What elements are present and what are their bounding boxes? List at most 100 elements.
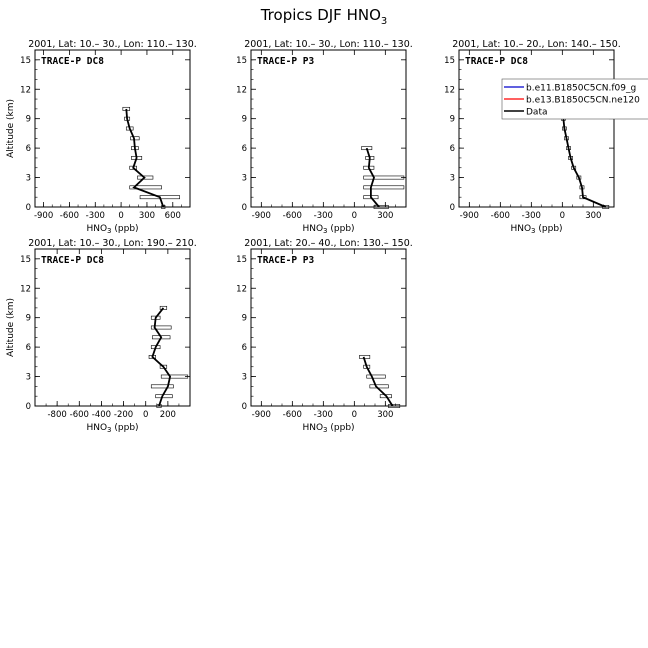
error-bar <box>388 404 401 408</box>
x-tick-label: 300 <box>585 211 601 221</box>
panel-header: 2001, Lat: 20.– 40., Lon: 130.– 150. <box>244 238 413 249</box>
figure-title: Tropics DJF HNO3 <box>0 6 648 27</box>
y-tick-label: 9 <box>242 314 247 324</box>
error-bar <box>366 374 386 379</box>
x-tick-label: -300 <box>314 410 333 420</box>
x-tick-label: -600 <box>60 211 79 221</box>
legend-label: b.e11.B1850C5CN.f09_g <box>526 84 636 94</box>
y-tick-label: 15 <box>444 56 455 66</box>
chart-panel-2: 2001, Lat: 10.– 30., Lon: 110.– 130. TRAC… <box>236 39 413 235</box>
plot-frame <box>34 49 191 208</box>
x-tick-label: 0 <box>352 211 357 221</box>
y-axis-label: Altitude (km) <box>6 99 16 158</box>
legend-label: Data <box>526 108 548 118</box>
y-tick-label: 12 <box>236 284 247 294</box>
error-bar <box>150 384 174 389</box>
error-bar <box>150 325 172 330</box>
x-tick-label: 600 <box>165 211 181 221</box>
data-line <box>125 108 165 208</box>
x-tick-label: -900 <box>252 211 271 221</box>
x-tick-label: 0 <box>118 211 123 221</box>
panel-header: 2001, Lat: 10.– 30., Lon: 110.– 130. <box>244 39 413 50</box>
y-tick-label: 15 <box>236 56 247 66</box>
error-bar <box>363 175 405 180</box>
panel-header: 2001, Lat: 10.– 30., Lon: 190.– 210. <box>28 238 197 249</box>
legend: b.e11.B1850C5CN.f09_g b.e13.B1850C5CN.ne1… <box>501 78 648 120</box>
y-tick-label: 3 <box>26 373 31 383</box>
x-tick-label: -600 <box>283 211 302 221</box>
panel-header: 2001, Lat: 10.– 30., Lon: 110.– 130. <box>28 39 197 50</box>
y-tick-label: 0 <box>26 402 31 412</box>
x-tick-label: -400 <box>92 410 111 420</box>
y-tick-label: 3 <box>242 373 247 383</box>
y-tick-label: 3 <box>450 174 455 184</box>
x-tick-label: -900 <box>252 410 271 420</box>
y-tick-label: 3 <box>242 174 247 184</box>
x-axis-label: HNO3 (ppb) <box>86 224 138 235</box>
plot-frame <box>458 49 615 208</box>
x-tick-label: -600 <box>491 211 510 221</box>
x-tick-label: -900 <box>34 211 53 221</box>
error-bar <box>602 205 610 209</box>
data-line <box>365 147 380 208</box>
campaign-label: TRACE-P P3 <box>257 255 314 266</box>
y-tick-label: 12 <box>236 85 247 95</box>
y-tick-label: 15 <box>20 255 31 265</box>
error-bar <box>160 374 189 379</box>
data-line <box>562 108 607 208</box>
plot-frame <box>250 49 407 208</box>
x-tick-label: 300 <box>377 211 393 221</box>
data-line <box>151 307 172 407</box>
y-tick-label: 0 <box>26 203 31 213</box>
y-tick-label: 6 <box>26 144 31 154</box>
y-tick-label: 15 <box>20 56 31 66</box>
panel-header: 2001, Lat: 10.– 20., Lon: 140.– 150. <box>452 39 621 50</box>
x-tick-label: 0 <box>352 410 357 420</box>
x-tick-label: -600 <box>70 410 89 420</box>
error-bar <box>129 185 162 190</box>
y-tick-label: 0 <box>450 203 455 213</box>
y-tick-label: 12 <box>444 85 455 95</box>
error-bar <box>363 185 405 190</box>
plot-frame <box>250 248 407 407</box>
plot-frame <box>34 248 191 407</box>
x-tick-label: 300 <box>139 211 155 221</box>
error-bar <box>373 205 389 209</box>
x-tick-label: -200 <box>114 410 133 420</box>
x-tick-label: 300 <box>377 410 393 420</box>
y-tick-label: 0 <box>242 402 247 412</box>
chart-panel-3: 2001, Lat: 10.– 20., Lon: 140.– 150. TRAC… <box>444 39 648 235</box>
data-line <box>362 356 394 407</box>
y-tick-label: 6 <box>242 144 247 154</box>
chart-panel-5: 2001, Lat: 20.– 40., Lon: 130.– 150. TRAC… <box>236 238 413 434</box>
figure-title-subscript: 3 <box>380 16 388 27</box>
campaign-label: TRACE-P DC8 <box>41 56 104 67</box>
chart-panel-4: 2001, Lat: 10.– 30., Lon: 190.– 210. TRAC… <box>6 238 197 434</box>
x-tick-label: -300 <box>522 211 541 221</box>
y-tick-label: 9 <box>26 115 31 125</box>
y-tick-label: 6 <box>242 343 247 353</box>
error-bar <box>369 384 389 389</box>
x-axis-label: HNO3 (ppb) <box>510 224 562 235</box>
x-tick-label: -600 <box>283 410 302 420</box>
y-tick-label: 9 <box>450 115 455 125</box>
x-tick-label: -900 <box>460 211 479 221</box>
y-tick-label: 9 <box>26 314 31 324</box>
x-axis-label: HNO3 (ppb) <box>302 224 354 235</box>
campaign-label: TRACE-P P3 <box>257 56 314 67</box>
y-tick-label: 9 <box>242 115 247 125</box>
y-tick-label: 6 <box>450 144 455 154</box>
legend-label: b.e13.B1850C5CN.ne120 <box>526 96 640 106</box>
campaign-label: TRACE-P DC8 <box>41 255 104 266</box>
y-tick-label: 0 <box>242 203 247 213</box>
x-tick-label: 0 <box>560 211 565 221</box>
x-tick-label: 200 <box>160 410 176 420</box>
chart-panel-1: 2001, Lat: 10.– 30., Lon: 110.– 130. TRAC… <box>6 39 197 235</box>
y-tick-label: 12 <box>20 284 31 294</box>
y-tick-label: 6 <box>26 343 31 353</box>
x-tick-label: -300 <box>314 211 333 221</box>
error-bar <box>137 175 154 180</box>
x-tick-label: 0 <box>143 410 148 420</box>
y-tick-label: 12 <box>20 85 31 95</box>
